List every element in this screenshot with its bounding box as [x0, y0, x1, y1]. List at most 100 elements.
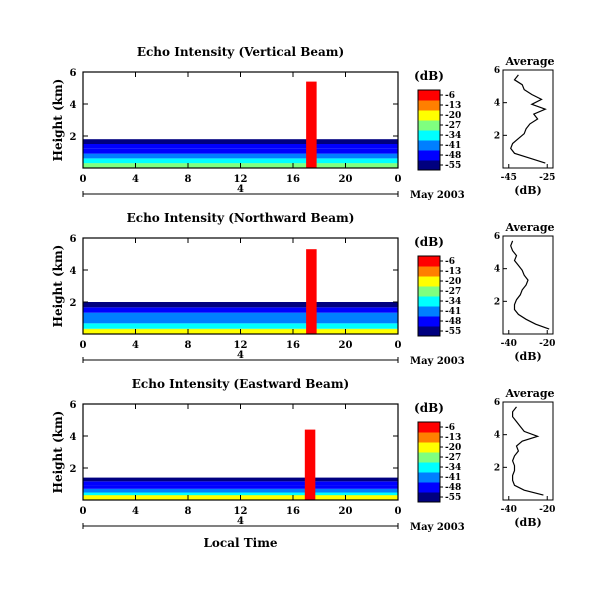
echo-band — [83, 158, 398, 164]
colorbar-tick-label: -34 — [445, 297, 461, 307]
profile-y-tick-label: 4 — [494, 431, 500, 441]
profile-x-tick-label: -40 — [501, 505, 517, 515]
colorbar-segment — [418, 303, 440, 307]
colorbar-segment — [418, 283, 440, 287]
echo-band — [83, 144, 398, 149]
colorbar-tick-label: -27 — [445, 121, 461, 131]
colorbar-tick-label: -13 — [445, 267, 461, 277]
colorbar-segment — [418, 142, 440, 146]
colorbar-segment — [418, 167, 440, 171]
colorbar-segment — [418, 467, 440, 470]
profile-x-tick-label: -25 — [539, 173, 555, 183]
colorbar-segment — [418, 155, 440, 158]
x-tick-label: 8 — [185, 174, 192, 185]
colorbar-segment — [418, 489, 440, 493]
x-tick-label: 20 — [339, 506, 353, 517]
colorbar-segment — [418, 311, 440, 314]
profile-line — [510, 240, 550, 330]
date-axis-label: 4 — [237, 516, 244, 527]
x-tick-label: 4 — [132, 340, 139, 351]
colorbar-segment — [418, 328, 440, 332]
colorbar-segment — [418, 474, 440, 478]
heatmap-layers — [83, 249, 398, 334]
colorbar-segment — [418, 439, 440, 443]
colorbar-segment — [418, 162, 440, 166]
colorbar-segment — [418, 112, 440, 116]
colorbar-segment — [418, 140, 440, 143]
colorbar-tick-label: -6 — [445, 257, 455, 267]
colorbar-tick-label: -6 — [445, 91, 455, 101]
colorbar-segment — [418, 442, 440, 445]
profile-y-tick-label: 4 — [494, 99, 500, 109]
colorbar-frame — [417, 421, 441, 503]
colorbar-segment — [418, 454, 440, 458]
colorbar-segment — [418, 261, 440, 264]
profile-x-label: (dB) — [514, 516, 541, 529]
colorbar-segment — [418, 145, 440, 148]
x-tick-label: 20 — [339, 340, 353, 351]
colorbar-segment — [418, 427, 440, 430]
echo-band — [83, 481, 398, 486]
colorbar-segment — [418, 487, 440, 490]
colorbar-segment — [418, 115, 440, 118]
colorbar-segment — [418, 147, 440, 151]
colorbar-segment — [418, 278, 440, 282]
echo-band — [83, 318, 398, 324]
y-tick-label: 6 — [70, 400, 77, 411]
profile-frame — [502, 69, 554, 169]
colorbar-segment — [418, 152, 440, 156]
x-tick-label: 16 — [286, 174, 300, 185]
profile-y-tick-label: 6 — [494, 232, 500, 242]
colorbar-segment — [418, 497, 440, 500]
colorbar-segment — [418, 499, 440, 503]
colorbar-segment — [418, 90, 440, 93]
colorbar-segment — [418, 122, 440, 126]
x-tick-label: 12 — [234, 506, 248, 517]
colorbar-segment — [418, 266, 440, 269]
colorbar-segment — [418, 281, 440, 284]
echo-band — [83, 485, 398, 489]
colorbar-unit: (dB) — [414, 401, 444, 415]
date-axis-label: 4 — [237, 350, 244, 361]
heatmap-layers — [83, 81, 398, 168]
x-tick-label: 4 — [132, 506, 139, 517]
x-tick-label: 16 — [286, 506, 300, 517]
profile-line — [510, 74, 547, 164]
colorbar-segment — [418, 321, 440, 324]
colorbar-segment — [418, 102, 440, 106]
colorbar-segment — [418, 462, 440, 465]
profile-y-tick-label: 6 — [494, 66, 500, 76]
colorbar-segment — [418, 469, 440, 473]
x-axis-label: Local Time — [203, 536, 277, 550]
colorbar-frame — [417, 89, 441, 171]
colorbar-segment — [418, 424, 440, 428]
echo-band — [83, 153, 398, 159]
colorbar-segment — [418, 308, 440, 312]
echo-convection — [304, 429, 316, 500]
profile-title: Average — [504, 55, 554, 68]
y-axis-label: Height (km) — [51, 79, 65, 162]
profile-y-tick-label: 6 — [494, 398, 500, 408]
panel-2: Echo Intensity (Eastward Beam) 0 4 8 12 16 20 0… — [51, 377, 555, 550]
panel-0: Echo Intensity (Vertical Beam) 0 4 8 12 16 20 0… — [51, 45, 555, 201]
echo-convection — [306, 81, 317, 168]
colorbar-segment — [418, 323, 440, 327]
colorbar-segment — [418, 258, 440, 262]
colorbar-tick-label: -48 — [445, 317, 461, 327]
colorbar-unit: (dB) — [414, 235, 444, 249]
colorbar-tick-label: -13 — [445, 433, 461, 443]
colorbar-segment — [418, 276, 440, 279]
colorbar-tick-label: -20 — [445, 277, 461, 287]
profile-y-tick-label: 4 — [494, 265, 500, 275]
colorbar-segment — [418, 110, 440, 113]
panel-title: Echo Intensity (Northward Beam) — [127, 211, 355, 225]
echo-convection — [306, 249, 317, 334]
colorbar-segment — [418, 432, 440, 435]
colorbar-tick-label: -34 — [445, 463, 461, 473]
x-tick-label: 12 — [234, 340, 248, 351]
colorbar-segment — [418, 135, 440, 138]
colorbar-segment — [418, 132, 440, 136]
echo-band — [83, 488, 398, 493]
y-tick-label: 2 — [70, 298, 77, 309]
